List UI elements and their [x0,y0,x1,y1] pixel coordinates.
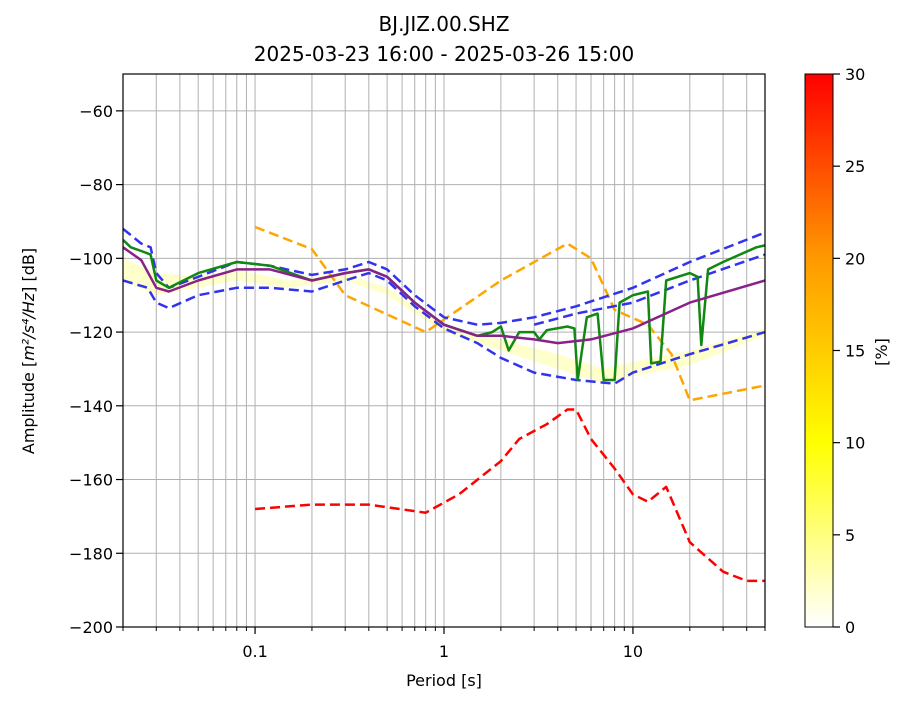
x-tick-label: 1 [439,642,449,661]
chart-title: BJ.JIZ.00.SHZ [378,12,509,36]
series-line [254,225,765,402]
y-tick-label: −60 [79,102,113,121]
series-line [255,408,765,583]
series-line [533,253,765,326]
y-axis-label: Amplitude [m²/s⁴/Hz] [dB] [19,248,38,454]
x-axis: 0.1 1 10 [122,627,766,661]
chart-subtitle: 2025-03-23 16:00 - 2025-03-26 15:00 [254,42,634,66]
series-group [123,225,765,583]
colorbar-tick-label: 30 [845,65,865,84]
x-axis-label: Period [s] [406,671,482,690]
colorbar-tick-label: 20 [845,249,865,268]
series-line [123,227,765,326]
y-tick-label: −200 [69,618,113,637]
y-axis-label-suffix: ] [dB] [19,248,38,293]
y-axis: −60 −80 −100 −120 −140 −160 −180 −200 [69,102,123,637]
y-tick-label: −140 [69,397,113,416]
colorbar-tick-label: 25 [845,157,865,176]
y-tick-label: −180 [69,544,113,563]
x-tick-label: 0.1 [242,642,267,661]
colorbar-tick-label: 15 [845,342,865,361]
series-line [123,271,765,385]
colorbar-tick-label: 10 [845,434,865,453]
colorbar-label: [%] [872,338,891,366]
colorbar-tick-label: 5 [845,526,855,545]
series-line [123,246,765,345]
y-tick-label: −100 [69,249,113,268]
y-tick-label: −160 [69,471,113,490]
y-axis-label-units: m²/s⁴/Hz [19,292,38,361]
colorbar-tick-label: 0 [845,618,855,637]
y-tick-label: −80 [79,176,113,195]
y-axis-label-prefix: Amplitude [ [19,361,38,454]
x-tick-label: 10 [623,642,643,661]
y-tick-label: −120 [69,323,113,342]
colorbar-ticks: 0 5 10 15 20 25 30 [833,65,865,637]
colorbar [804,73,834,628]
